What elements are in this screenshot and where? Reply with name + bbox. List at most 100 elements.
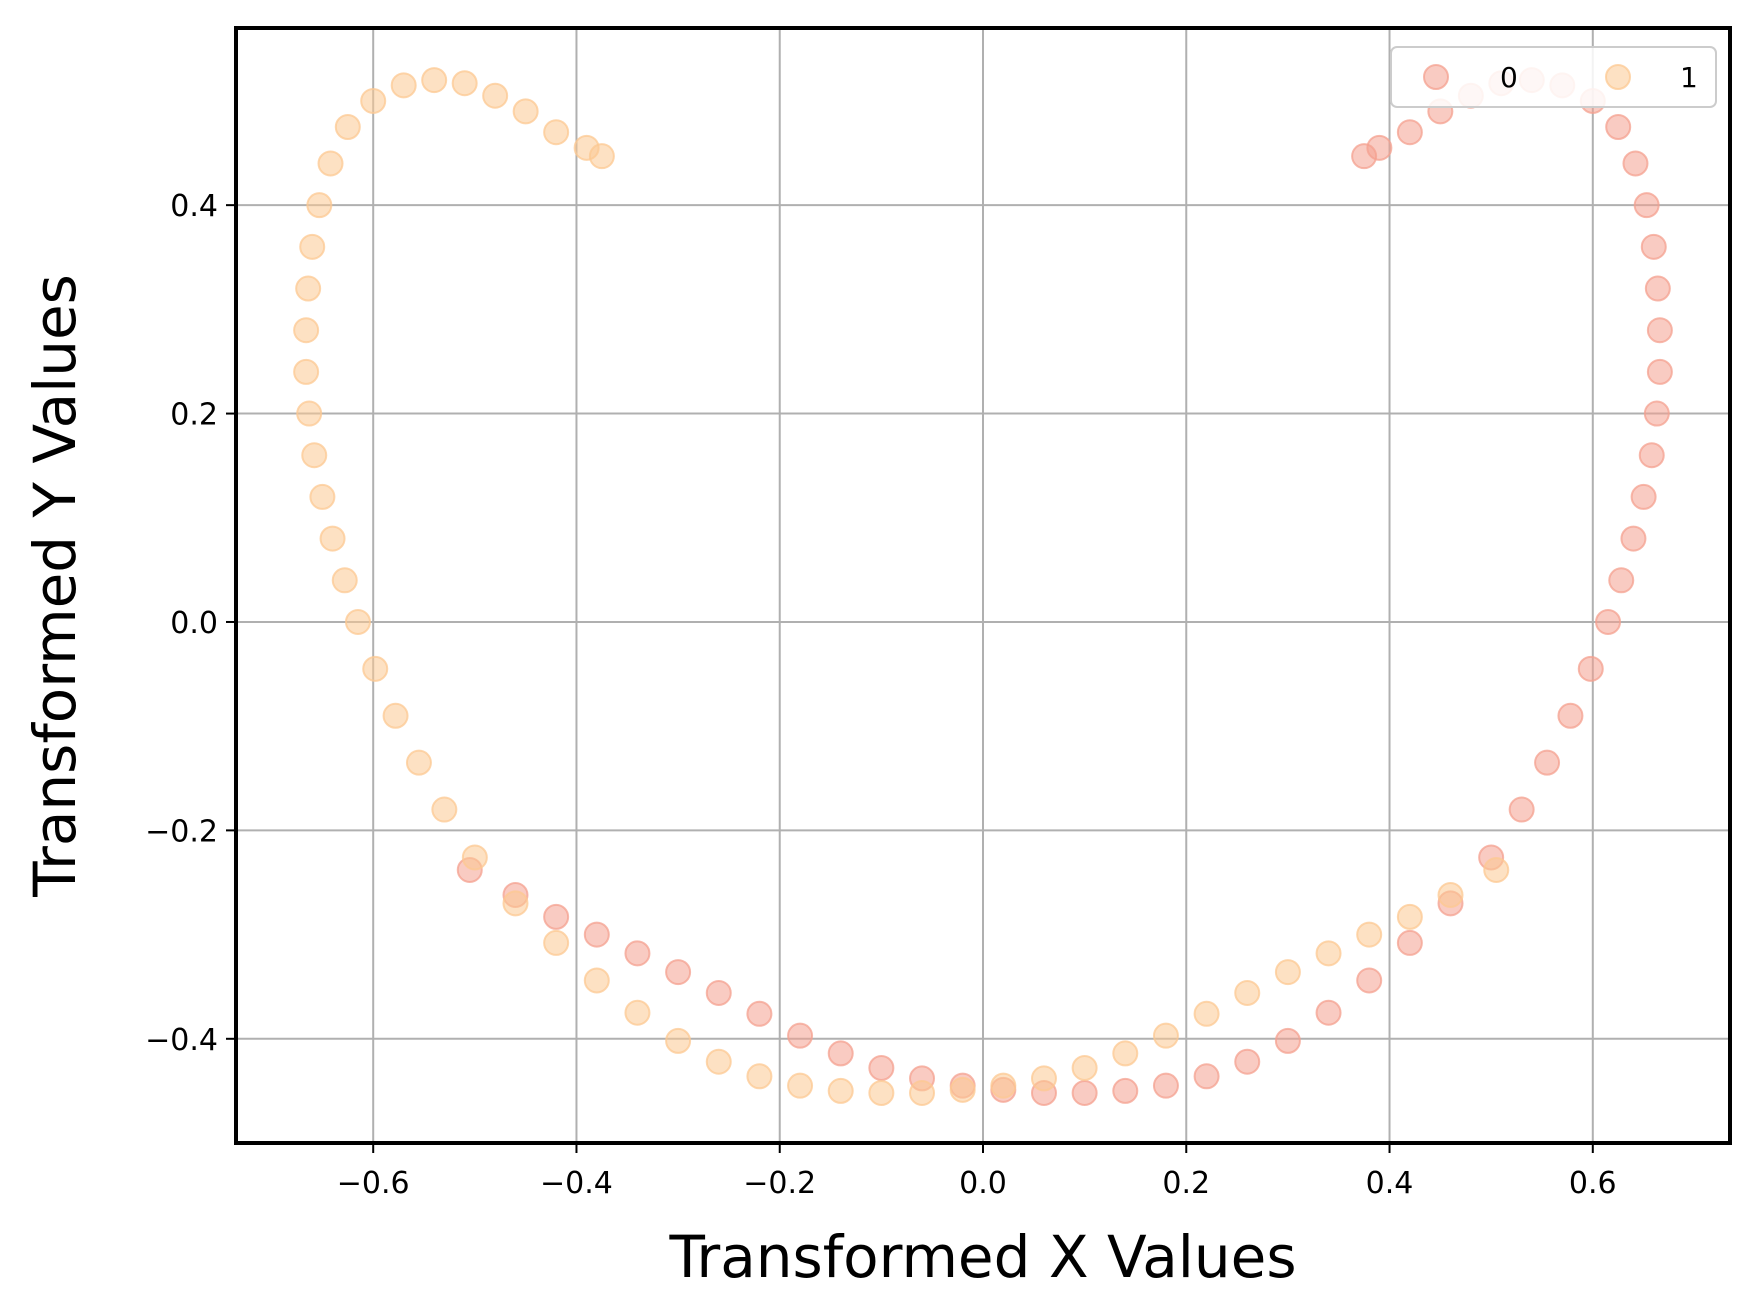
scatter-point-series-1 [299, 233, 326, 260]
scatter-point-series-1 [543, 119, 570, 146]
scatter-point-series-1 [787, 1072, 814, 1099]
scatter-point-series-1 [319, 525, 346, 552]
scatter-point-series-0 [1112, 1077, 1139, 1104]
scatter-point-series-0 [1274, 1027, 1301, 1054]
scatter-point-series-0 [1193, 1063, 1220, 1090]
legend-label-series-0: 0 [1500, 61, 1518, 94]
scatter-point-series-0 [543, 903, 570, 930]
x-tick-label: −0.4 [540, 1166, 613, 1201]
scatter-point-series-1 [431, 796, 458, 823]
scatter-point-series-1 [909, 1079, 936, 1106]
scatter-point-series-1 [421, 67, 448, 94]
scatter-point-series-1 [334, 113, 361, 140]
scatter-point-series-0 [1646, 317, 1673, 344]
y-tick-label: −0.2 [145, 814, 218, 849]
scatter-point-series-1 [331, 567, 358, 594]
scatter-point-series-1 [309, 483, 336, 510]
scatter-point-series-1 [482, 82, 509, 109]
scatter-point-series-1 [665, 1027, 692, 1054]
scatter-point-series-0 [1315, 999, 1342, 1026]
scatter-point-series-1 [390, 72, 417, 99]
scatter-point-series-1 [1234, 979, 1261, 1006]
scatter-point-series-1 [502, 890, 529, 917]
scatter-point-series-0 [1646, 358, 1673, 385]
scatter-point-series-0 [1356, 967, 1383, 994]
scatter-point-series-0 [1595, 608, 1622, 635]
y-tick-label: 0.0 [170, 606, 218, 641]
scatter-point-series-1 [405, 749, 432, 776]
x-axis-label: Transformed X Values [668, 1223, 1296, 1291]
scatter-point-series-0 [1534, 749, 1561, 776]
scatter-point-series-0 [1577, 655, 1604, 682]
legend-marker-series-0 [1423, 64, 1449, 90]
scatter-point-series-0 [1633, 192, 1660, 219]
scatter-point-series-0 [746, 1000, 773, 1027]
x-tick-label: −0.6 [337, 1166, 410, 1201]
scatter-point-series-1 [306, 192, 333, 219]
scatter-point-series-1 [344, 608, 371, 635]
scatter-point-series-0 [1608, 567, 1635, 594]
scatter-point-series-1 [1112, 1040, 1139, 1067]
scatter-point-series-0 [1638, 442, 1665, 469]
scatter-point-series-1 [1152, 1022, 1179, 1049]
legend: 0 1 [1390, 46, 1717, 108]
scatter-point-series-0 [1643, 400, 1670, 427]
scatter-point-series-1 [1030, 1065, 1057, 1092]
scatter-point-series-1 [827, 1077, 854, 1104]
x-tick-label: −0.2 [743, 1166, 816, 1201]
scatter-point-series-1 [746, 1063, 773, 1090]
scatter-point-series-0 [1071, 1079, 1098, 1106]
scatter-point-series-1 [543, 929, 570, 956]
scatter-point-series-1 [293, 317, 320, 344]
x-tick-label: 0.0 [959, 1166, 1007, 1201]
scatter-point-series-1 [1396, 903, 1423, 930]
scatter-point-series-0 [624, 940, 651, 967]
scatter-point-series-0 [583, 921, 610, 948]
scatter-point-series-1 [1315, 940, 1342, 967]
scatter-point-series-0 [665, 959, 692, 986]
scatter-point-series-0 [1644, 275, 1671, 302]
x-axis-ticks: −0.6 −0.4 −0.2 0.0 0.2 0.4 0.6 [337, 1143, 1617, 1201]
scatter-point-series-0 [827, 1040, 854, 1067]
scatter-point-series-1 [1356, 921, 1383, 948]
scatter-point-series-1 [1274, 959, 1301, 986]
scatter-point-series-1 [583, 967, 610, 994]
scatter-point-series-1 [1437, 881, 1464, 908]
scatter-point-series-1 [382, 702, 409, 729]
grid [236, 28, 1730, 1143]
scatter-point-series-1 [295, 275, 322, 302]
scatter-point-series-1 [949, 1076, 976, 1103]
scatter-point-series-0 [1396, 929, 1423, 956]
scatter-point-series-0 [1630, 483, 1657, 510]
scatter-point-series-0 [1234, 1048, 1261, 1075]
scatter-point-series-0 [868, 1054, 895, 1081]
scatter-point-series-1 [624, 999, 651, 1026]
legend-marker-series-1 [1605, 64, 1631, 90]
scatter-point-series-1 [317, 150, 344, 177]
y-axis-label: Transformed Y Values [21, 274, 89, 898]
y-axis-ticks: −0.4 −0.2 0.0 0.2 0.4 [145, 189, 236, 1058]
scatter-point-series-0 [787, 1022, 814, 1049]
scatter-point-series-1 [573, 134, 600, 161]
scatter-point-series-1 [705, 1048, 732, 1075]
scatter-point-series-0 [1152, 1072, 1179, 1099]
scatter-point-series-1 [461, 844, 488, 871]
legend-label-series-1: 1 [1680, 61, 1698, 94]
scatter-point-series-1 [868, 1079, 895, 1106]
scatter-point-series-0 [705, 979, 732, 1006]
scatter-point-series-0 [1508, 796, 1535, 823]
scatter-point-series-1 [990, 1072, 1017, 1099]
scatter-point-series-0 [1622, 150, 1649, 177]
scatter-point-series-0 [1640, 233, 1667, 260]
scatter-point-series-1 [360, 87, 387, 114]
scatter-point-series-0 [1557, 702, 1584, 729]
scatter-point-series-1 [512, 98, 539, 125]
x-tick-label: 0.2 [1162, 1166, 1210, 1201]
y-tick-label: 0.2 [170, 398, 218, 433]
scatter-point-series-1 [1071, 1054, 1098, 1081]
scatter-point-series-1 [451, 70, 478, 97]
legend-box [1390, 46, 1717, 108]
scatter-point-series-0 [1351, 143, 1378, 170]
